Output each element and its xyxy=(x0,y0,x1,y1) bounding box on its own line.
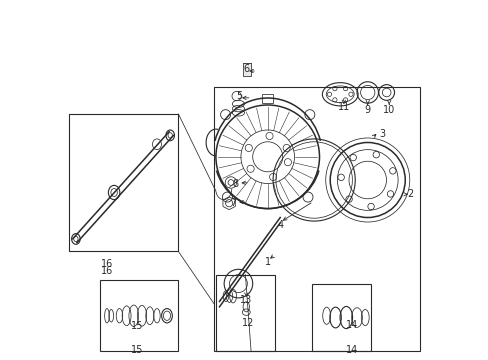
Bar xyxy=(262,94,272,103)
Text: 16: 16 xyxy=(101,266,113,276)
Text: 7: 7 xyxy=(230,198,236,208)
Bar xyxy=(100,280,178,351)
Text: 16: 16 xyxy=(101,259,113,269)
Text: 14: 14 xyxy=(345,320,357,330)
Text: 12: 12 xyxy=(242,318,254,328)
Bar xyxy=(216,275,274,351)
Text: 3: 3 xyxy=(378,129,385,139)
Text: 1: 1 xyxy=(264,257,270,267)
Bar xyxy=(214,87,419,351)
Text: 4: 4 xyxy=(277,220,283,230)
Text: 9: 9 xyxy=(364,105,370,115)
Text: 15: 15 xyxy=(131,345,143,355)
Bar xyxy=(69,114,178,251)
Text: 6: 6 xyxy=(243,64,249,74)
Text: 8: 8 xyxy=(232,179,238,189)
Text: 14: 14 xyxy=(345,345,357,355)
Text: 13: 13 xyxy=(240,295,252,305)
Text: 11: 11 xyxy=(337,102,349,112)
Text: 15: 15 xyxy=(131,321,143,332)
Bar xyxy=(312,284,370,351)
Text: 2: 2 xyxy=(407,189,413,199)
Text: 5: 5 xyxy=(236,91,242,101)
Text: 10: 10 xyxy=(382,105,394,115)
Bar xyxy=(242,63,250,76)
